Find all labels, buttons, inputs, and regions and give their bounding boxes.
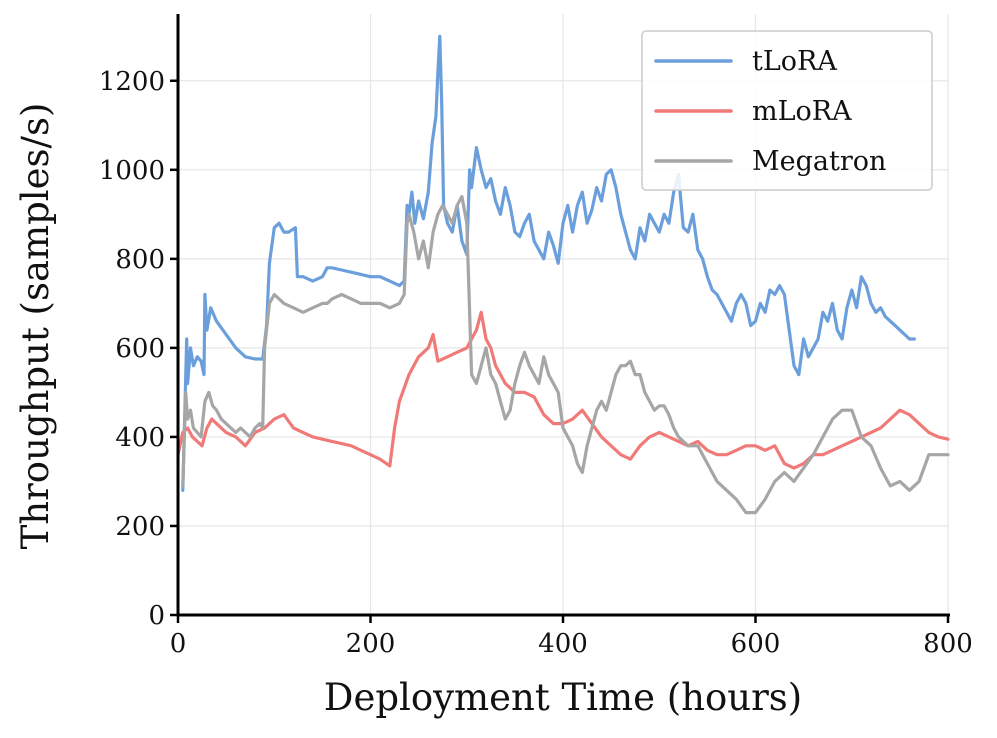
x-tick-label: 400 [538,629,588,659]
y-tick-label: 0 [148,601,165,631]
series-line-mlora [176,310,950,470]
y-tick-label: 200 [115,512,165,542]
legend: tLoRA mLoRA Megatron [641,30,933,191]
legend-label-tlora: tLoRA [752,46,837,77]
x-axis-label: Deployment Time (hours) [324,676,802,719]
series-mlora [176,310,950,470]
legend-label-megatron: Megatron [752,146,886,177]
series-line-tlora [181,34,916,492]
ticks: 0 200 400 600 800 0 200 400 600 800 1000 1200 [99,67,973,659]
legend-label-mlora: mLoRA [752,96,852,127]
y-tick-label: 1200 [99,67,165,97]
series-line-megatron [181,194,950,515]
x-tick-label: 0 [170,629,187,659]
x-tick-label: 800 [923,629,973,659]
x-tick-label: 600 [731,629,781,659]
y-tick-label: 800 [115,245,165,275]
series-megatron [181,194,950,515]
legend-box [641,30,933,191]
y-tick-label: 600 [115,334,165,364]
y-axis-label: Throughput (samples/s) [14,103,57,550]
x-tick-label: 200 [346,629,396,659]
y-tick-label: 1000 [99,156,165,186]
y-tick-label: 400 [115,423,165,453]
series-tlora [181,34,916,492]
series-lines [176,34,950,515]
